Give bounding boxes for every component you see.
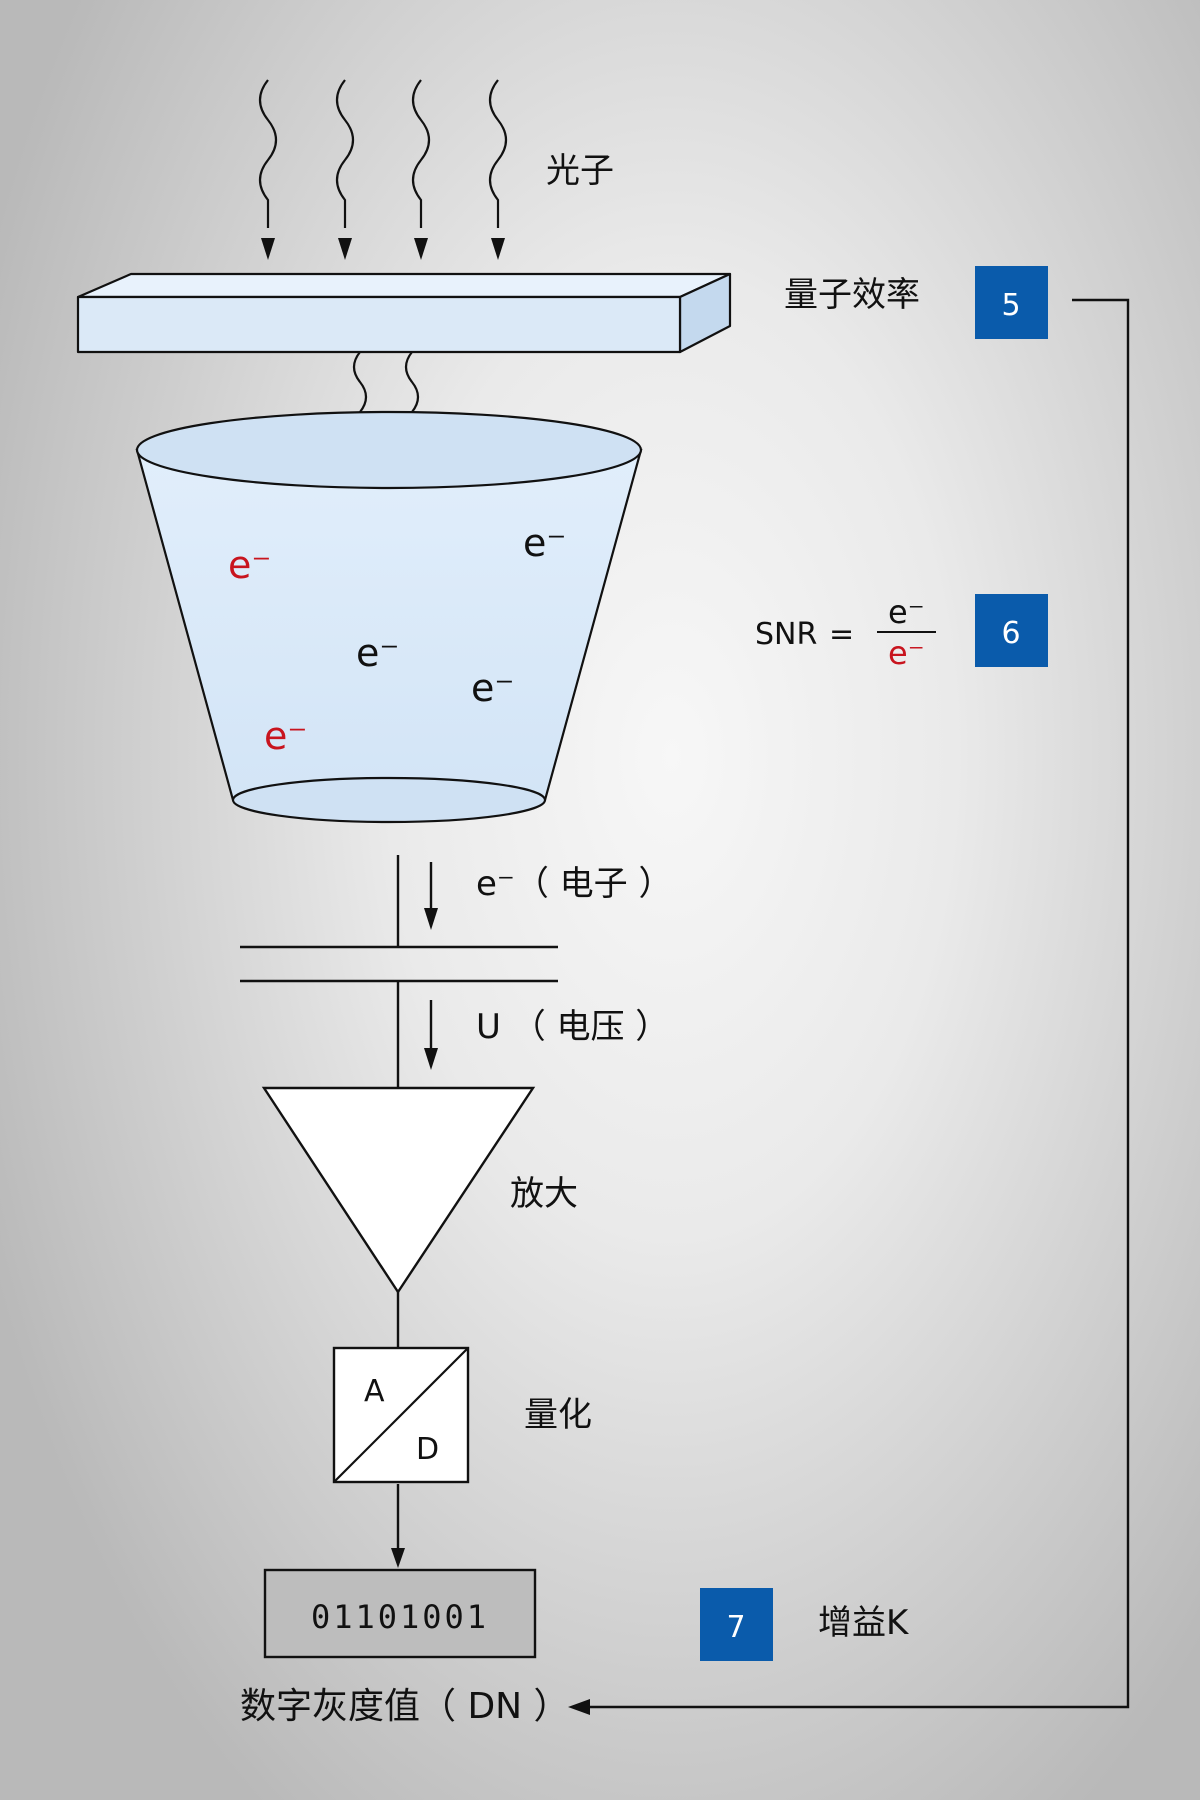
digital-readout-box	[263, 1568, 537, 1659]
electron-noise-3: e⁻	[471, 666, 514, 710]
electron-noise-2: e⁻	[356, 631, 399, 675]
electron-well	[135, 410, 643, 824]
photon-wave-1	[258, 79, 278, 228]
badge-7-number: 7	[726, 1610, 745, 1645]
sensor-slab	[76, 272, 732, 354]
gain-label: 增益K	[818, 1603, 910, 1643]
snr-formula: SNR = e⁻ e⁻	[755, 593, 936, 672]
feedback-loop-line	[588, 298, 1130, 1709]
photon-arrowheads	[261, 238, 505, 260]
photon-arrows	[258, 79, 508, 228]
electrons: e⁻ e⁻ e⁻ e⁻ e⁻	[228, 521, 566, 758]
adc-label-a: A	[364, 1374, 385, 1409]
electron-signal-1: e⁻	[228, 543, 271, 587]
photon-wave-4	[488, 79, 508, 228]
voltage-label: U （ 电压 ）	[476, 1007, 669, 1047]
snr-equals: =	[829, 617, 854, 652]
badge-7: 7	[700, 1588, 773, 1661]
amplify-label: 放大	[510, 1174, 578, 1214]
feedback-arrowhead	[568, 1699, 590, 1715]
electron-noise-1: e⁻	[523, 521, 566, 565]
photon-wave-2	[335, 79, 355, 228]
quantum-efficiency-label: 量子效率	[784, 275, 920, 315]
snr-lhs: SNR	[755, 617, 817, 652]
snr-denominator: e⁻	[888, 634, 925, 672]
photons-label: 光子	[546, 151, 614, 191]
badge-5: 5	[975, 266, 1048, 339]
amplifier-triangle	[261, 1086, 536, 1295]
adc-block: A D	[332, 1346, 470, 1484]
digital-value: 01101001	[311, 1598, 489, 1636]
badge-6-number: 6	[1001, 616, 1020, 651]
readout-arrowheads	[391, 908, 438, 1568]
badge-6: 6	[975, 594, 1048, 667]
photon-wave-3	[411, 79, 431, 228]
badge-5-number: 5	[1001, 288, 1020, 323]
electron-signal-2: e⁻	[264, 714, 307, 758]
dn-label: 数字灰度值（ DN ）	[240, 1686, 570, 1727]
readout-wires	[240, 855, 558, 1550]
adc-label-d: D	[416, 1432, 439, 1467]
transmitted-photons	[352, 351, 420, 434]
snr-numerator: e⁻	[888, 593, 925, 631]
electron-label: e⁻（ 电子 ）	[476, 864, 672, 904]
quantize-label: 量化	[524, 1395, 592, 1435]
